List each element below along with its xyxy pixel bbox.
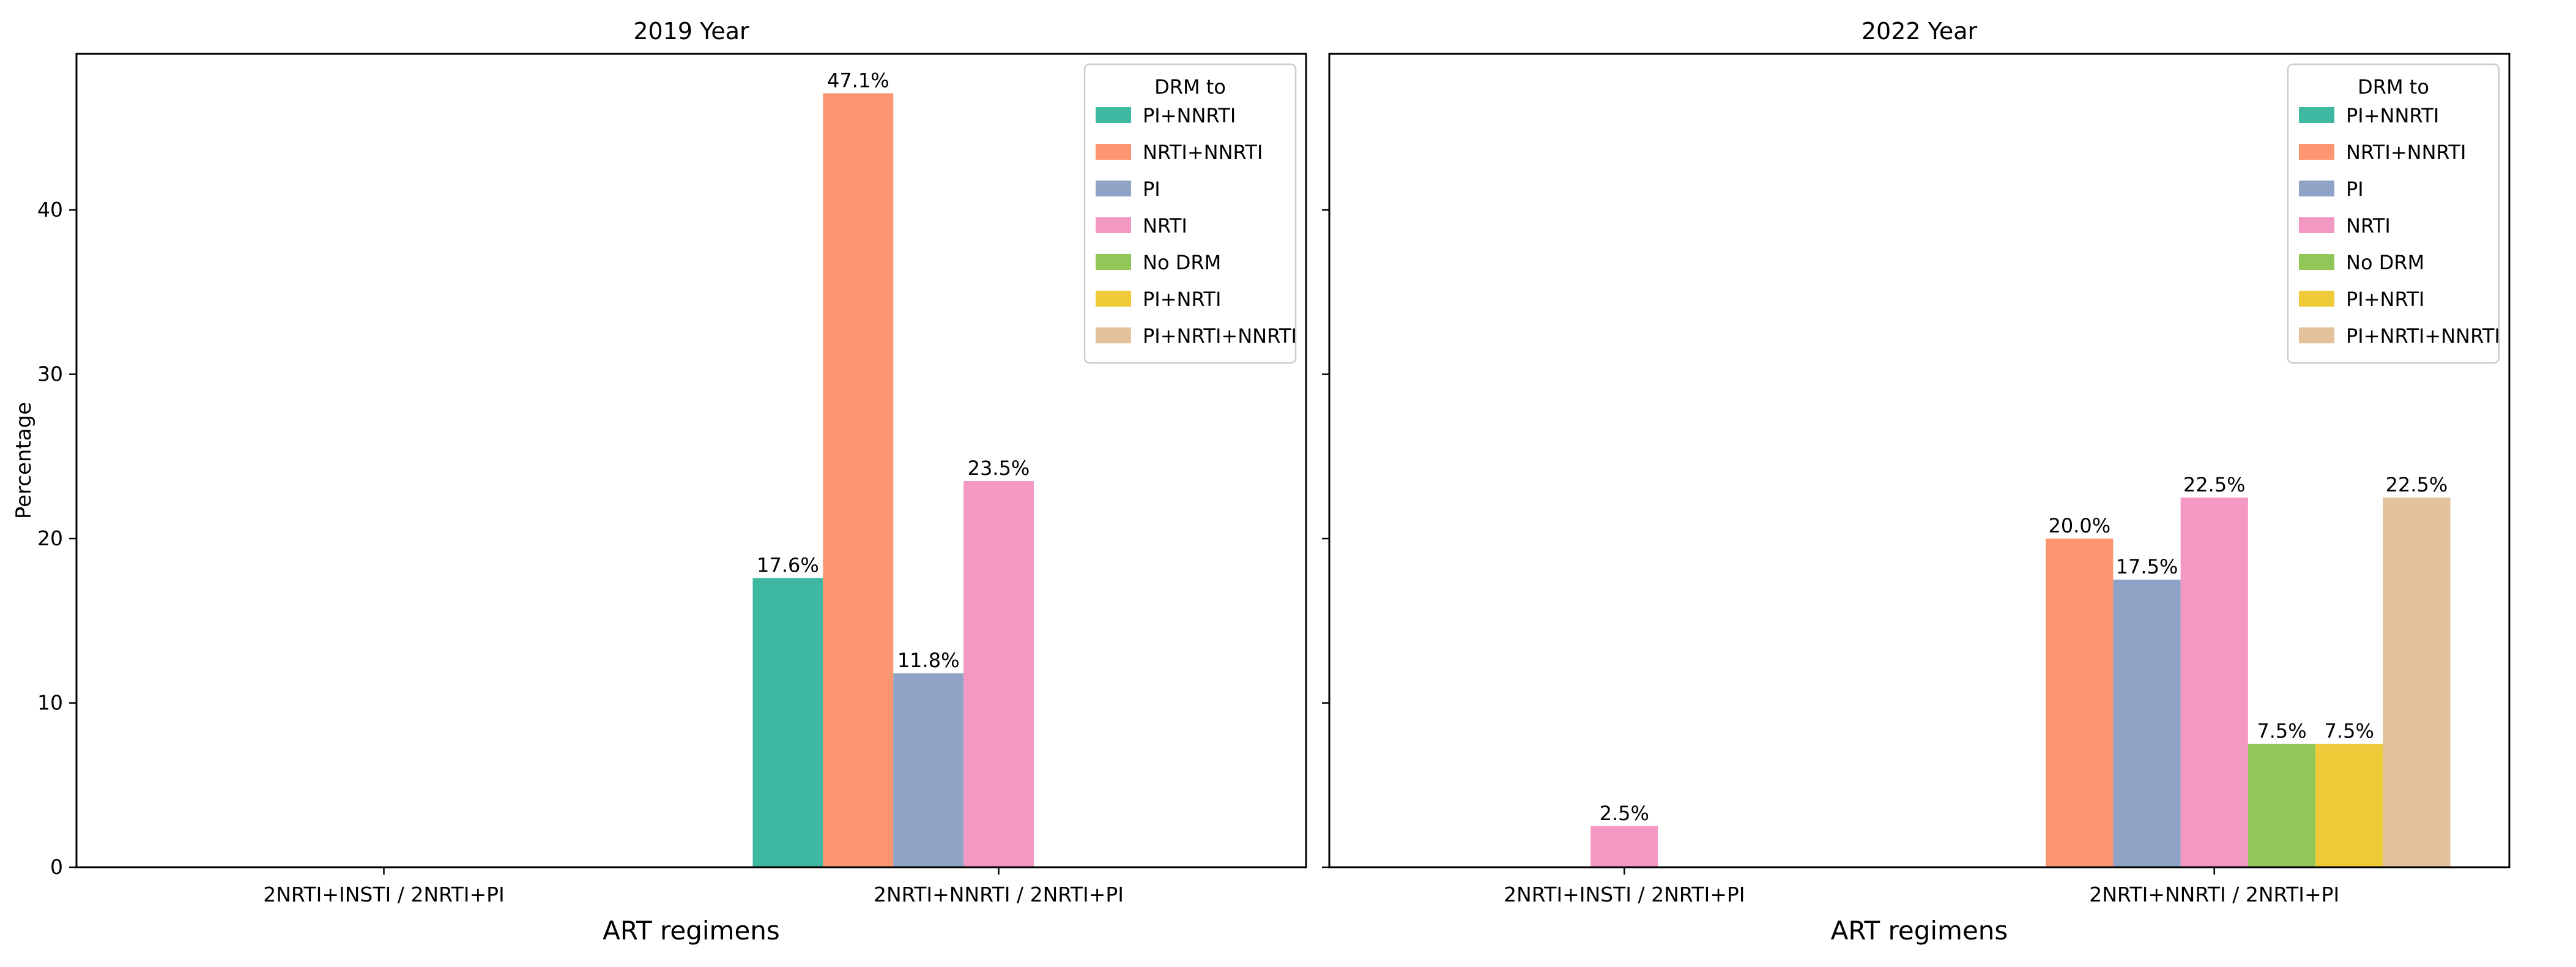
bar-value-label: 7.5% xyxy=(2325,720,2374,743)
panel-title: 2022 Year xyxy=(1861,18,1978,45)
bar-pi-nnrti-1 xyxy=(752,578,823,867)
legend-entry: PI xyxy=(2346,177,2364,201)
axes-frame xyxy=(75,53,1307,868)
bar-value-label: 7.5% xyxy=(2257,720,2306,743)
legend-entry: NRTI xyxy=(2346,214,2391,237)
legend-swatch xyxy=(1096,327,1131,343)
axes-frame xyxy=(1328,53,2511,868)
bar-value-label: 23.5% xyxy=(968,457,1030,480)
legend-entry: PI xyxy=(1143,177,1160,201)
y-tick-label: 0 xyxy=(50,855,63,879)
legend-swatch xyxy=(1096,107,1131,123)
legend-box xyxy=(1083,63,1297,364)
bar-value-label: 20.0% xyxy=(2048,514,2110,537)
x-tick-label: 2NRTI+NNRTI / 2NRTI+PI xyxy=(874,883,1124,906)
bar-value-label: 47.1% xyxy=(827,69,889,92)
bar-pi-1 xyxy=(2113,580,2181,867)
legend-swatch xyxy=(2299,181,2334,196)
bar-nrti-1 xyxy=(2180,497,2248,867)
x-tick-label: 2NRTI+INSTI / 2NRTI+PI xyxy=(263,883,505,906)
bar-value-label: 22.5% xyxy=(2386,473,2448,496)
y-tick-label: 40 xyxy=(37,198,63,222)
legend-swatch xyxy=(2299,217,2334,233)
y-tick-label: 10 xyxy=(37,691,63,715)
bar-nrti-0 xyxy=(1591,826,1658,867)
legend-swatch xyxy=(2299,107,2334,123)
legend-swatch xyxy=(2299,291,2334,307)
legend-swatch xyxy=(1096,254,1131,270)
legend-swatch xyxy=(2299,144,2334,160)
legend-swatch xyxy=(1096,217,1131,233)
bar-pi-nrti-1 xyxy=(2315,744,2383,867)
y-tick-label: 20 xyxy=(37,526,63,550)
y-tick-label: 30 xyxy=(37,362,63,386)
legend-swatch xyxy=(1096,291,1131,307)
bar-value-label: 2.5% xyxy=(1600,802,1649,825)
panel-title: 2019 Year xyxy=(633,18,749,45)
legend-entry: PI+NNRTI xyxy=(1143,104,1236,127)
legend-swatch xyxy=(2299,254,2334,270)
bar-no-drm-1 xyxy=(2248,744,2316,867)
x-axis-label: ART regimens xyxy=(603,916,780,946)
legend-title: DRM to xyxy=(2358,75,2429,99)
bar-value-label: 17.5% xyxy=(2116,555,2178,578)
bar-nrti-nnrti-1 xyxy=(2046,539,2114,867)
bar-pi-1 xyxy=(893,673,964,867)
bar-nrti-nnrti-1 xyxy=(823,93,894,867)
legend-entry: NRTI+NNRTI xyxy=(2346,141,2466,164)
legend-entry: NRTI+NNRTI xyxy=(1143,141,1263,164)
x-tick-label: 2NRTI+INSTI / 2NRTI+PI xyxy=(1504,883,1745,906)
bar-value-label: 17.6% xyxy=(757,553,819,577)
bar-value-label: 11.8% xyxy=(897,649,960,672)
legend-entry: NRTI xyxy=(1143,214,1187,237)
legend-swatch xyxy=(2299,327,2334,343)
x-tick-label: 2NRTI+NNRTI / 2NRTI+PI xyxy=(2089,883,2339,906)
bar-pi-nrti-nnrti-1 xyxy=(2383,497,2451,867)
bar-nrti-1 xyxy=(963,481,1034,867)
bar-value-label: 22.5% xyxy=(2183,473,2246,496)
legend-entry: No DRM xyxy=(1143,251,1221,274)
legend-entry: PI+NRTI+NNRTI xyxy=(1143,324,1297,348)
legend-entry: PI+NRTI xyxy=(2346,288,2424,311)
legend-entry: PI+NRTI+NNRTI xyxy=(2346,324,2500,348)
legend-swatch xyxy=(1096,181,1131,196)
legend-box xyxy=(2287,63,2500,364)
legend-entry: No DRM xyxy=(2346,251,2424,274)
x-axis-label: ART regimens xyxy=(1831,916,2008,946)
legend-entry: PI+NNRTI xyxy=(2346,104,2439,127)
legend-title: DRM to xyxy=(1154,75,1226,99)
legend-entry: PI+NRTI xyxy=(1143,288,1221,311)
legend-swatch xyxy=(1096,144,1131,160)
y-axis-label: Percentage xyxy=(12,402,36,519)
